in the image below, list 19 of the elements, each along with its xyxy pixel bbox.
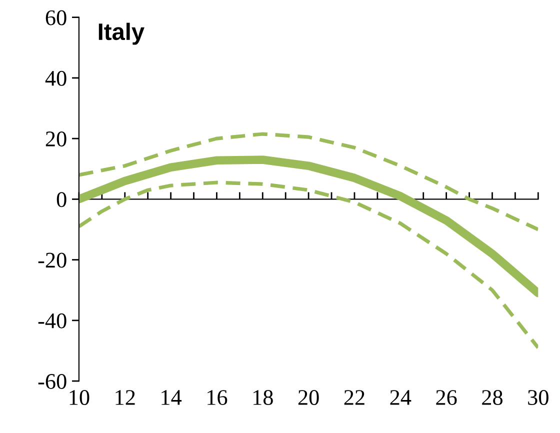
y-tick-label: -40 (38, 313, 66, 328)
x-tick-label: 22 (344, 390, 364, 405)
y-tick-label: 60 (46, 10, 66, 26)
y-tick-label: 20 (46, 131, 66, 146)
x-tick-label: 16 (208, 390, 228, 406)
chart-title: Italy (98, 22, 144, 45)
x-tick-label: 20 (298, 390, 319, 406)
x-tick-label: 26 (436, 390, 457, 406)
y-tick-label: 0 (56, 192, 66, 208)
x-tick-label: 24 (390, 390, 412, 405)
x-tick-label: 10 (70, 390, 90, 406)
x-tick-label: 12 (116, 390, 135, 405)
x-tick-label: 30 (528, 390, 548, 406)
y-tick-label: 40 (45, 70, 66, 86)
y-tick-label: -20 (38, 252, 66, 268)
y-tick-label: -60 (38, 374, 66, 389)
x-tick-label: 14 (162, 390, 182, 405)
x-tick-label: 28 (482, 390, 503, 406)
x-tick-label: 18 (253, 390, 273, 406)
